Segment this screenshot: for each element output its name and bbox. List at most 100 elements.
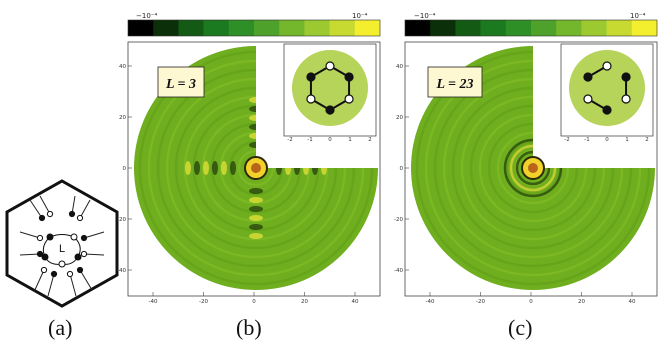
colorbar-swatch [405,20,431,36]
x-tick-label: -20 [476,299,485,305]
colorbar-swatch [556,20,582,36]
edge-site [36,234,44,242]
interference-lobe [194,161,200,175]
edge-site [36,250,44,258]
ripple-ring [451,86,615,250]
center-dots [41,233,82,268]
colorbar-swatch [203,20,230,36]
ripple-ring [487,122,579,214]
panel-label-c: L = 23 [435,77,473,92]
inset-site [602,61,612,71]
inset-x-tick-label: -1 [307,137,312,143]
inset-disk [292,50,368,126]
colorbar-min-label-c: −10⁻⁴ [414,12,435,20]
inset-site [306,72,316,82]
colorbar-swatch [455,20,481,36]
edge-site [66,270,74,278]
inset-x-tick-label: 1 [625,137,629,143]
edge-leg [79,269,93,291]
label-box-c [427,66,483,98]
colorbar-frame [404,19,658,37]
center-core [528,163,538,173]
inset-disk [569,50,645,126]
edge-site [50,270,58,278]
y-tick-label: -20 [394,217,403,223]
x-tick-label: -20 [199,299,208,305]
inset-c: -2 -1 0 1 2 [560,43,654,143]
inset-x-tick-label: -2 [564,137,569,143]
edge-site [40,266,48,274]
inset-site [344,72,354,82]
loop-site [74,253,82,261]
colorbar-c [404,19,658,37]
loop-site [58,260,66,268]
inset-site [621,72,631,82]
edge-site [76,214,84,222]
edge-leg [19,253,41,256]
inset-x-tick-label: -1 [584,137,589,143]
edge-leg [69,273,77,297]
y-tick-label: 20 [396,115,403,121]
x-tick-label: 40 [352,299,359,305]
y-tick-label: 40 [119,64,126,70]
inset-x-tick-label: -2 [287,137,292,143]
colorbar-swatch [254,20,280,36]
colorbar-swatch [531,20,557,36]
edge-site [38,214,46,222]
wave-field-c [411,46,655,290]
inset-site [621,94,631,104]
colorbar-swatch [128,20,154,36]
interference-lobe [249,206,263,212]
edge-site [46,210,54,218]
x-tick-label: -40 [149,299,158,305]
edge-leg [79,199,91,219]
colorbar-swatch [228,20,255,36]
y-tick-label: 40 [396,64,403,70]
center-core [251,163,261,173]
inset-b: -2 -1 0 1 2 [283,43,377,143]
colorbar-swatch [631,20,658,36]
colorbar-swatch [606,20,633,36]
edge-leg [47,273,55,297]
edge-leg [19,231,41,239]
inset-site [325,105,335,115]
y-tick-label: 20 [119,115,126,121]
inset-site [306,94,316,104]
edge-site [76,266,84,274]
colorbar-swatch [430,20,456,36]
colorbar-max-label-b: 10⁻⁴ [352,12,368,20]
edge-leg [83,253,105,256]
colorbar-swatch [178,20,204,36]
core-ring [515,150,551,186]
colorbar-swatch [329,20,356,36]
edge-leg [29,199,43,219]
x-tick-label: 20 [301,299,308,305]
x-tick-label: 20 [578,299,585,305]
colorbar-swatch [581,20,607,36]
y-tick-label: 0 [123,166,127,172]
interference-lobe [249,224,263,230]
x-tick-label: -40 [426,299,435,305]
inset-x-tick-label: 0 [328,137,332,143]
colorbar-frame [127,19,381,37]
edge-site [68,210,76,218]
label-box-b [157,66,205,98]
edge-leg [39,195,51,215]
colorbar-swatch [153,20,179,36]
colorbar-max-label-c: 10⁻⁴ [630,12,646,20]
inset-site [602,105,612,115]
edge-leg [83,231,105,239]
diagram-a: L [5,179,119,308]
ripple-ring [424,59,642,277]
interference-lobe [212,161,218,175]
colorbar-swatch [354,20,381,36]
caption-a: (a) [48,315,72,340]
inset-x-tick-label: 2 [645,137,649,143]
field-rings [415,50,651,286]
hexagon-outline [5,179,119,308]
